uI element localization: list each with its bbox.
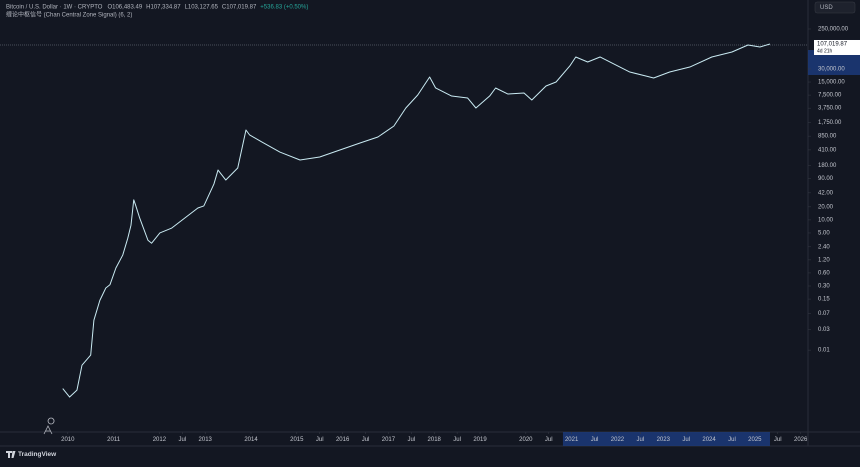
- y-tick-label: 250,000.00: [818, 27, 849, 33]
- y-tick-label: 30,000.00: [818, 67, 845, 73]
- x-tick-label: Jul: [774, 437, 782, 443]
- y-tick-label: 1,750.00: [818, 120, 842, 126]
- y-tick-label: 5.00: [818, 231, 830, 237]
- x-tick-label: 2018: [428, 437, 442, 443]
- y-tick-label: 0.07: [818, 311, 830, 317]
- y-tick-label: 2.40: [818, 244, 830, 250]
- x-tick-label: 2019: [473, 437, 487, 443]
- x-tick-label: 2012: [153, 437, 167, 443]
- x-tick-label: Jul: [362, 437, 370, 443]
- currency-label[interactable]: USD: [820, 5, 833, 11]
- y-tick-label: 0.60: [818, 271, 830, 277]
- quote-open: O106,483.49: [107, 5, 142, 11]
- y-tick-label: 10.00: [818, 217, 834, 223]
- icon-shape[interactable]: [43, 417, 55, 435]
- y-tick-label: 42.00: [818, 190, 834, 196]
- y-tick-label: 0.30: [818, 284, 830, 290]
- x-tick-label: 2017: [382, 437, 396, 443]
- x-tick-label: Jul: [591, 437, 599, 443]
- x-tick-label: 2020: [519, 437, 533, 443]
- quote-close: C107,019.87: [222, 5, 257, 11]
- x-tick-label: Jul: [316, 437, 324, 443]
- x-tick-label: 2011: [107, 437, 121, 443]
- x-tick-label: Jul: [637, 437, 645, 443]
- header: Bitcoin / U.S. Dollar · 1W · CRYPTO 缠论中枢…: [6, 5, 308, 19]
- y-tick-label: 15,000.00: [818, 80, 845, 86]
- x-tick-label: 2014: [244, 437, 258, 443]
- x-tick-label: Jul: [178, 437, 186, 443]
- x-tick-label: Jul: [728, 437, 736, 443]
- x-tick-label: 2013: [199, 437, 213, 443]
- x-tick-label: Jul: [545, 437, 553, 443]
- quote-change: +536.83 (+0.50%): [260, 5, 308, 11]
- time-range-highlight: [562, 432, 770, 446]
- x-tick-label: 2021: [565, 437, 579, 443]
- brand[interactable]: TradingView: [6, 451, 57, 458]
- y-tick-label: 410.00: [818, 147, 837, 153]
- indicator[interactable]: 缠论中枢信号 (Chan Central Zone Signal) (6, 2): [6, 11, 132, 19]
- x-tick-label: 2022: [611, 437, 625, 443]
- quote-high: H107,334.87: [146, 5, 181, 11]
- x-tick-label: 2024: [702, 437, 716, 443]
- x-tick-label: 2023: [657, 437, 671, 443]
- x-tick-label: 2015: [290, 437, 304, 443]
- countdown-label: 4d 21h: [817, 48, 833, 54]
- y-tick-label: 7,500.00: [818, 93, 842, 99]
- quote-low: L103,127.65: [185, 5, 219, 11]
- y-tick-label: 0.01: [818, 348, 830, 354]
- y-tick-label: 180.00: [818, 163, 837, 169]
- x-tick-label: Jul: [453, 437, 461, 443]
- brand-logo[interactable]: [6, 451, 16, 458]
- price-line: [62, 43, 771, 398]
- last-price-label: 107,019.87: [817, 42, 848, 48]
- y-tick-label: 90.00: [818, 176, 834, 182]
- x-tick-label: 2010: [61, 437, 75, 443]
- x-tick-label: Jul: [682, 437, 690, 443]
- currency-button[interactable]: [814, 1, 856, 14]
- x-tick-label: 2026: [794, 437, 808, 443]
- y-tick-label: 3,750.00: [818, 106, 842, 112]
- y-tick-label: 1.20: [818, 257, 830, 263]
- y-tick-label: 20.00: [818, 204, 834, 210]
- symbol[interactable]: Bitcoin / U.S. Dollar · 1W · CRYPTO: [6, 5, 103, 11]
- x-tick-label: Jul: [407, 437, 415, 443]
- y-tick-label: 850.00: [818, 134, 837, 140]
- x-tick-label: 2025: [748, 437, 762, 443]
- drawing-tool-icon[interactable]: [43, 417, 55, 435]
- y-tick-label: 0.15: [818, 297, 830, 303]
- last-price-box: [814, 39, 860, 55]
- brand-name[interactable]: TradingView: [18, 451, 57, 458]
- x-tick-label: 2016: [336, 437, 350, 443]
- y-tick-label: 0.03: [818, 327, 830, 333]
